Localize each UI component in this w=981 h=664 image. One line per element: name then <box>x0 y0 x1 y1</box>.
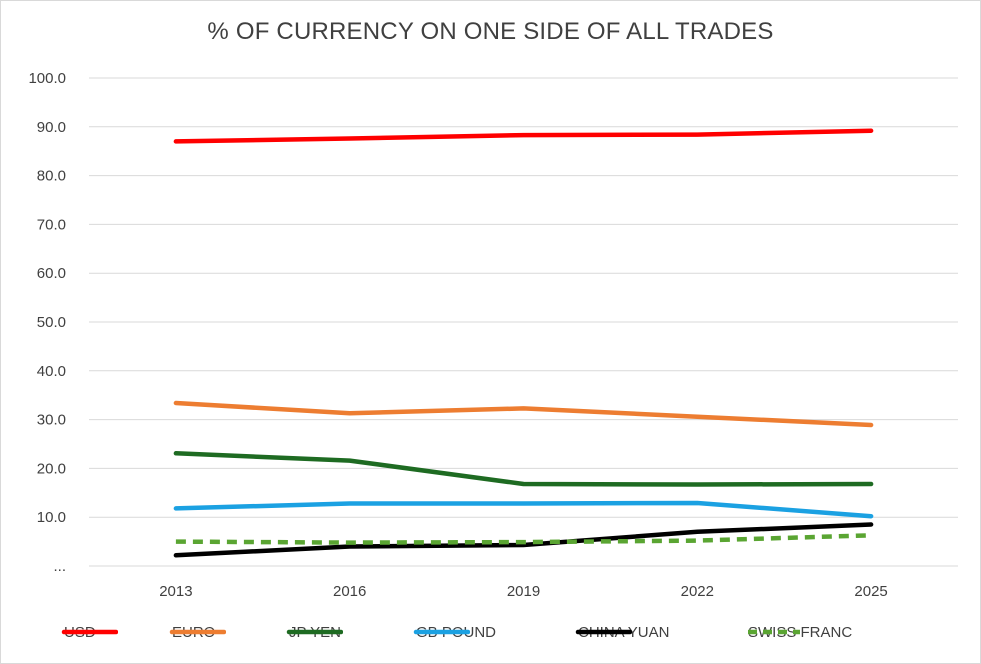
y-tick-label: 80.0 <box>37 168 66 185</box>
legend-swatch <box>286 629 343 635</box>
y-tick-label: 50.0 <box>37 314 66 331</box>
series-line-gb-pound <box>173 500 874 519</box>
chart-title: % OF CURRENCY ON ONE SIDE OF ALL TRADES <box>207 18 774 45</box>
legend-item: JP YEN <box>285 618 343 646</box>
x-tick-label: 2022 <box>681 583 714 600</box>
legend-item: USD <box>60 618 118 646</box>
legend-item: GB POUND <box>412 618 496 646</box>
x-tick-label: 2013 <box>159 583 192 600</box>
y-tick-label: ... <box>53 558 66 575</box>
series-line-jp-yen <box>173 451 874 487</box>
x-tick-label: 2019 <box>507 583 540 600</box>
x-tick-label: 2025 <box>854 583 887 600</box>
legend-swatch <box>413 629 470 635</box>
series-line-swiss-franc <box>175 533 872 545</box>
legend-swatch <box>169 629 226 635</box>
y-tick-label: 100.0 <box>28 70 66 87</box>
y-tick-label: 60.0 <box>37 265 66 282</box>
y-tick-label: 10.0 <box>37 509 66 526</box>
legend-item: CHINA YUAN <box>574 618 669 646</box>
legend-swatch <box>61 629 118 635</box>
y-tick-label: 90.0 <box>37 119 66 136</box>
y-tick-label: 40.0 <box>37 363 66 380</box>
y-tick-label: 70.0 <box>37 216 66 233</box>
legend-item: SWISS FRANC <box>744 618 852 646</box>
legend-item: EURO <box>168 618 226 646</box>
legend-swatch <box>748 629 800 635</box>
y-tick-label: 20.0 <box>37 460 66 477</box>
y-tick-label: 30.0 <box>37 412 66 429</box>
chart-legend: USD EURO JP YEN GB POUND CHINA YUAN SWISS FRA… <box>0 618 981 646</box>
legend-swatch <box>575 629 632 635</box>
series-line-usd <box>173 128 874 144</box>
legend-label: SWISS FRANC <box>748 623 853 641</box>
x-tick-label: 2016 <box>333 583 366 600</box>
series-line-euro <box>173 400 874 428</box>
series-line-china-yuan <box>173 522 874 558</box>
